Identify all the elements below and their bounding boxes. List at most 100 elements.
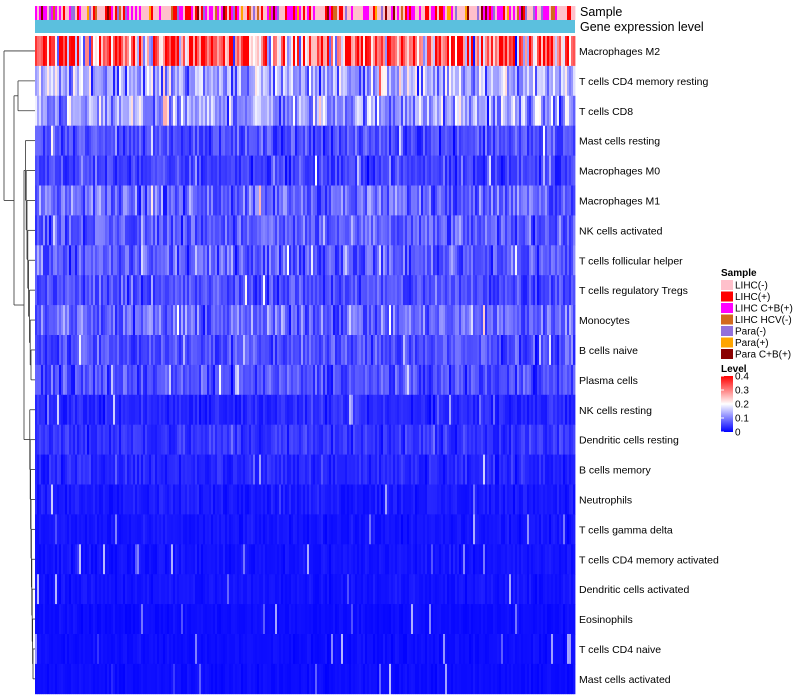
sample-annotation-cell	[541, 6, 544, 20]
heatmap-cell	[57, 95, 60, 127]
heatmap-cell	[407, 514, 410, 545]
heatmap-cell	[535, 335, 538, 366]
heatmap-cell	[235, 245, 238, 276]
heatmap-cell	[207, 454, 210, 485]
heatmap-cell	[117, 544, 120, 575]
heatmap-cell	[309, 305, 312, 336]
heatmap-cell	[531, 335, 534, 366]
heatmap-cell	[251, 275, 254, 306]
heatmap-cell	[317, 95, 320, 127]
heatmap-cell	[115, 335, 118, 366]
heatmap-cell	[381, 335, 384, 366]
heatmap-cell	[451, 514, 454, 545]
heatmap-cell	[403, 36, 406, 67]
heatmap-cell	[359, 335, 362, 366]
heatmap-cell	[343, 305, 346, 336]
heatmap-cell	[355, 514, 358, 545]
heatmap-cell	[189, 65, 192, 97]
heatmap-cell	[495, 65, 498, 97]
heatmap-cell	[349, 65, 352, 97]
heatmap-cell	[47, 275, 50, 306]
heatmap-cell	[565, 185, 568, 216]
heatmap-cell	[251, 335, 254, 366]
heatmap-cell	[109, 275, 112, 306]
heatmap-cell	[473, 424, 476, 455]
heatmap-cell	[67, 454, 70, 485]
heatmap-cell	[573, 484, 576, 515]
heatmap-cell	[75, 335, 78, 366]
heatmap-cell	[279, 514, 282, 545]
heatmap-cell	[89, 544, 92, 575]
heatmap-cell	[131, 95, 134, 127]
heatmap-cell	[95, 424, 98, 455]
heatmap-cell	[301, 454, 304, 485]
heatmap-cell	[311, 305, 314, 336]
heatmap-cell	[77, 155, 80, 186]
heatmap-cell	[269, 36, 272, 67]
heatmap-cell	[429, 364, 432, 396]
heatmap-cell	[305, 95, 308, 127]
heatmap-cell	[269, 275, 272, 306]
heatmap-cell	[323, 364, 326, 396]
heatmap-cell	[455, 275, 458, 306]
heatmap-cell	[361, 364, 364, 396]
heatmap-cell	[483, 394, 486, 426]
heatmap-cell	[545, 185, 548, 216]
heatmap-cell	[163, 65, 166, 97]
heatmap-cell	[91, 155, 94, 186]
heatmap-cell	[551, 125, 554, 156]
sample-annotation-cell	[135, 6, 138, 20]
heatmap-cell	[313, 185, 316, 216]
heatmap-cell	[507, 364, 510, 396]
heatmap-cell	[321, 424, 324, 455]
heatmap-cell	[371, 275, 374, 306]
heatmap-cell	[511, 484, 514, 515]
heatmap-cell	[47, 544, 50, 575]
heatmap-cell	[521, 275, 524, 306]
heatmap-cell	[363, 36, 366, 67]
sample-annotation-cell	[137, 6, 140, 20]
heatmap-cell	[69, 454, 72, 485]
heatmap-cell	[61, 544, 64, 575]
heatmap-cell	[195, 514, 198, 545]
heatmap-cell	[41, 364, 44, 396]
heatmap-cell	[291, 514, 294, 545]
heatmap-cell	[255, 36, 258, 67]
heatmap-cell	[339, 245, 342, 276]
heatmap-cell	[89, 364, 92, 396]
heatmap-cell	[467, 424, 470, 455]
heatmap-cell	[487, 394, 490, 426]
heatmap-cell	[177, 305, 180, 336]
heatmap-cell	[519, 215, 522, 246]
heatmap-cell	[257, 125, 260, 156]
heatmap-cell	[237, 364, 240, 396]
heatmap-cell	[159, 454, 162, 485]
heatmap-cell	[325, 275, 328, 306]
heatmap-cell	[329, 185, 332, 216]
heatmap-cell	[535, 215, 538, 246]
heatmap-cell	[43, 95, 46, 127]
heatmap-cell	[45, 125, 48, 156]
heatmap-cell	[441, 305, 444, 336]
heatmap-cell	[501, 215, 504, 246]
heatmap-cell	[447, 185, 450, 216]
heatmap-cell	[495, 394, 498, 426]
heatmap-cell	[571, 514, 574, 545]
heatmap-cell	[231, 454, 234, 485]
heatmap-cell	[161, 454, 164, 485]
heatmap-cell	[223, 394, 226, 426]
heatmap-cell	[129, 424, 132, 455]
heatmap-cell	[385, 305, 388, 336]
heatmap-cell	[385, 36, 388, 67]
heatmap-cell	[409, 125, 412, 156]
heatmap-cell	[37, 36, 40, 67]
heatmap-cell	[259, 215, 262, 246]
heatmap-cell	[563, 514, 566, 545]
heatmap-cell	[379, 215, 382, 246]
heatmap-cell	[315, 394, 318, 426]
heatmap-cell	[45, 305, 48, 336]
heatmap-cell	[373, 95, 376, 127]
heatmap-cell	[511, 394, 514, 426]
heatmap-cell	[165, 275, 168, 306]
heatmap-cell	[343, 394, 346, 426]
